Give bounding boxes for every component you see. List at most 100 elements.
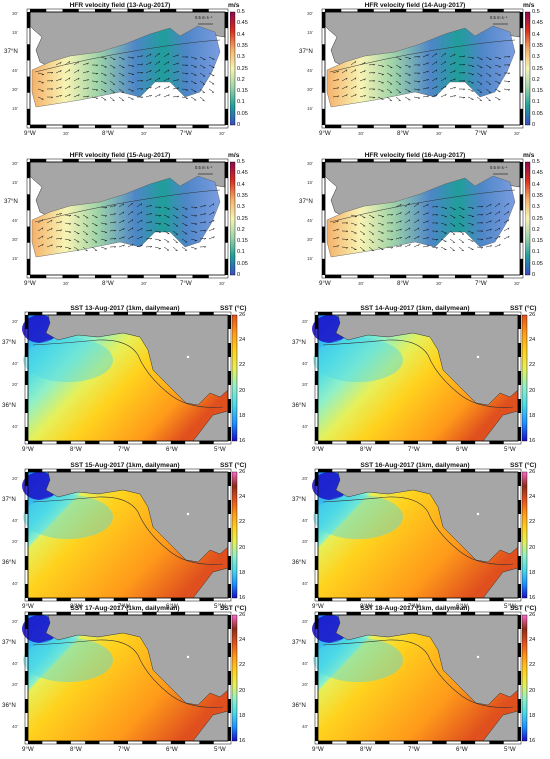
colorbar-tick-label: 22 bbox=[529, 362, 536, 369]
velocity-magnitude-field bbox=[326, 25, 516, 108]
longitude-tick-label: 9°W bbox=[312, 746, 324, 753]
colorbar-tick-label: 0.3 bbox=[237, 54, 245, 61]
latitude-tick-label: 37°N bbox=[292, 496, 306, 503]
longitude-tick-label: 30' bbox=[358, 131, 364, 136]
longitude-tick-label: 5°W bbox=[214, 603, 226, 610]
colorbar bbox=[525, 11, 531, 126]
latitude-tick-label: 40' bbox=[12, 724, 18, 729]
latitude-tick-label: 30' bbox=[307, 11, 313, 16]
colorbar-tick-label: 26 bbox=[529, 312, 536, 318]
sst-map bbox=[22, 468, 232, 602]
latitude-tick-label: 15' bbox=[12, 180, 18, 185]
colorbar-tick-label: 0.2 bbox=[237, 226, 245, 233]
latitude-tick-label: 45' bbox=[307, 218, 313, 223]
longitude-tick-label: 30' bbox=[141, 131, 147, 136]
latitude-tick-label: 36°N bbox=[2, 559, 16, 566]
latitude-tick-label: 37°N bbox=[299, 48, 313, 55]
longitude-tick-label: 8°W bbox=[397, 280, 409, 287]
colorbar-tick-label: 0.3 bbox=[532, 204, 540, 211]
colorbar bbox=[525, 161, 531, 276]
latitude-tick-label: 20' bbox=[12, 476, 18, 481]
land-mass bbox=[335, 314, 519, 406]
colorbar-title: SST (°C) bbox=[220, 605, 247, 612]
colorbar-tick-label: 0.5 bbox=[237, 9, 245, 15]
colorbar-tick-label: 0.05 bbox=[237, 110, 248, 117]
latitude-tick-label: 20' bbox=[12, 319, 18, 324]
hfr-map bbox=[26, 158, 229, 279]
hfr-velocity-panel: HFR velocity field (14-Aug-2017) 0.5 m s⁻… bbox=[295, 2, 545, 137]
hfr-velocity-panel: HFR velocity field (13-Aug-2017) 0.5 m s⁻… bbox=[0, 2, 250, 137]
latitude-tick-label: 20' bbox=[302, 319, 308, 324]
colorbar-tick-label: 18 bbox=[529, 412, 536, 419]
colorbar-tick-label: 0.2 bbox=[532, 226, 540, 233]
panel-title: SST 15-Aug-2017 (1km, dailymean) bbox=[70, 462, 180, 469]
longitude-tick-label: 6°W bbox=[166, 746, 178, 753]
latitude-tick-label: 40' bbox=[302, 518, 308, 523]
colorbar-tick-label: 0.5 bbox=[237, 159, 245, 165]
colorbar-tick-label: 0.05 bbox=[532, 110, 543, 117]
latitude-tick-label: 36°N bbox=[292, 702, 306, 709]
colorbar-tick-label: 22 bbox=[239, 662, 246, 669]
colorbar-tick-label: 24 bbox=[529, 637, 536, 644]
colorbar-tick-label: 0.45 bbox=[237, 170, 248, 177]
colorbar bbox=[232, 314, 238, 442]
longitude-tick-label: 7°W bbox=[475, 130, 487, 137]
sst-map bbox=[312, 611, 522, 745]
latitude-tick-label: 36°N bbox=[292, 402, 306, 409]
panel-title: HFR velocity field (14-Aug-2017) bbox=[364, 2, 466, 9]
land-mass bbox=[45, 614, 229, 706]
longitude-tick-label: 30' bbox=[436, 131, 442, 136]
latitude-tick-label: 30' bbox=[307, 237, 313, 242]
colorbar-tick-label: 0 bbox=[237, 122, 241, 128]
colorbar-tick-label: 0.4 bbox=[532, 181, 540, 188]
panel-title: HFR velocity field (16-Aug-2017) bbox=[364, 152, 466, 159]
latitude-tick-label: 40' bbox=[12, 361, 18, 366]
longitude-tick-label: 30' bbox=[514, 131, 520, 136]
colorbar-tick-label: 0 bbox=[237, 272, 241, 278]
longitude-tick-label: 9°W bbox=[312, 603, 324, 610]
colorbar-tick-label: 18 bbox=[239, 412, 246, 419]
colorbar-tick-label: 0.05 bbox=[532, 260, 543, 267]
reference-vector-label: 0.5 m s⁻¹ bbox=[195, 165, 213, 170]
latitude-tick-label: 15' bbox=[307, 180, 313, 185]
colorbar-title: SST (°C) bbox=[510, 462, 537, 469]
panel-title: HFR velocity field (13-Aug-2017) bbox=[69, 2, 171, 9]
longitude-tick-label: 7°W bbox=[475, 280, 487, 287]
sst-panel: SST 18-Aug-2017 (1km, dailymean) 9°W 8°W 7°… bbox=[290, 605, 550, 757]
latitude-tick-label: 20' bbox=[302, 619, 308, 624]
longitude-tick-label: 9°W bbox=[319, 280, 331, 287]
colorbar-tick-label: 20 bbox=[239, 387, 246, 394]
colorbar-tick-label: 0.2 bbox=[532, 76, 540, 83]
colorbar bbox=[230, 11, 236, 126]
colorbar-tick-label: 0.45 bbox=[532, 20, 543, 27]
longitude-tick-label: 7°W bbox=[408, 603, 420, 610]
longitude-tick-label: 6°W bbox=[456, 446, 468, 453]
colorbar-tick-label: 0.05 bbox=[237, 260, 248, 267]
latitude-tick-label: 37°N bbox=[2, 339, 16, 346]
hfr-velocity-panel: HFR velocity field (15-Aug-2017) 0.5 m s⁻… bbox=[0, 152, 250, 287]
hfr-velocity-panel: HFR velocity field (16-Aug-2017) 0.5 m s⁻… bbox=[295, 152, 545, 287]
latitude-tick-label: 20' bbox=[302, 382, 308, 387]
colorbar-tick-label: 20 bbox=[529, 387, 536, 394]
sst-panel: SST 16-Aug-2017 (1km, dailymean) 9°W 8°W 7°… bbox=[290, 462, 550, 614]
panel-title: HFR velocity field (15-Aug-2017) bbox=[69, 152, 171, 159]
longitude-tick-label: 8°W bbox=[397, 130, 409, 137]
colorbar-tick-label: 16 bbox=[239, 438, 246, 444]
land-mass bbox=[335, 614, 519, 706]
colorbar-tick-label: 0 bbox=[532, 122, 536, 128]
longitude-tick-label: 7°W bbox=[408, 746, 420, 753]
colorbar-tick-label: 22 bbox=[239, 362, 246, 369]
panel-title: SST 13-Aug-2017 (1km, dailymean) bbox=[70, 305, 180, 312]
latitude-tick-label: 20' bbox=[302, 476, 308, 481]
longitude-tick-label: 9°W bbox=[22, 603, 34, 610]
colorbar bbox=[232, 614, 238, 742]
velocity-vectors bbox=[332, 52, 511, 102]
longitude-tick-label: 6°W bbox=[166, 603, 178, 610]
latitude-tick-label: 40' bbox=[302, 424, 308, 429]
land-mass bbox=[45, 314, 229, 406]
colorbar bbox=[230, 161, 236, 276]
latitude-tick-label: 37°N bbox=[4, 198, 18, 205]
longitude-tick-label: 9°W bbox=[24, 280, 36, 287]
latitude-tick-label: 37°N bbox=[292, 639, 306, 646]
